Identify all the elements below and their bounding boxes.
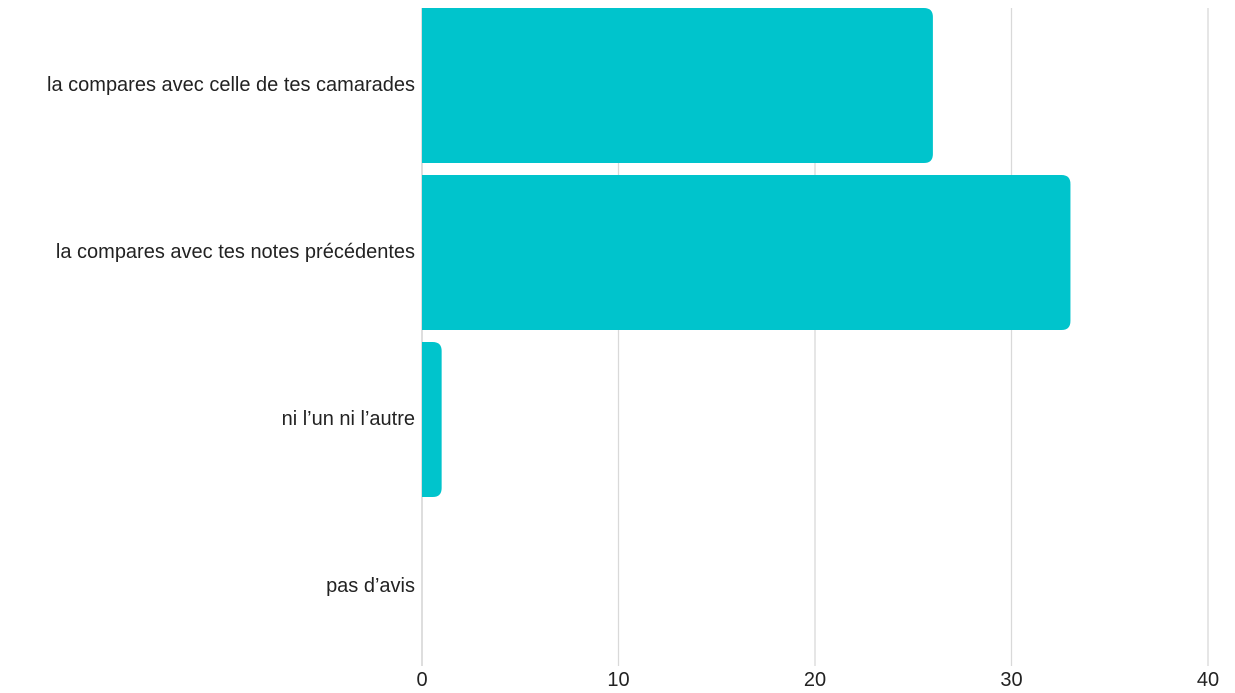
x-tick-label: 20 — [804, 669, 826, 691]
bars — [422, 8, 1071, 497]
x-tick-labels: 0 10 20 30 40 — [416, 669, 1219, 691]
category-label: la compares avec tes notes précédentes — [56, 241, 415, 263]
bar — [422, 175, 1071, 330]
x-tick-label: 0 — [416, 669, 427, 691]
bar — [422, 8, 933, 163]
category-label: ni l’un ni l’autre — [282, 408, 415, 430]
x-tick-label: 30 — [1000, 669, 1022, 691]
bar — [422, 342, 442, 497]
category-label: la compares avec celle de tes camarades — [47, 74, 415, 96]
category-labels: la compares avec celle de tes camarades l… — [47, 74, 415, 597]
category-label: pas d’avis — [326, 575, 415, 597]
x-tick-label: 10 — [607, 669, 629, 691]
x-tick-label: 40 — [1197, 669, 1219, 691]
